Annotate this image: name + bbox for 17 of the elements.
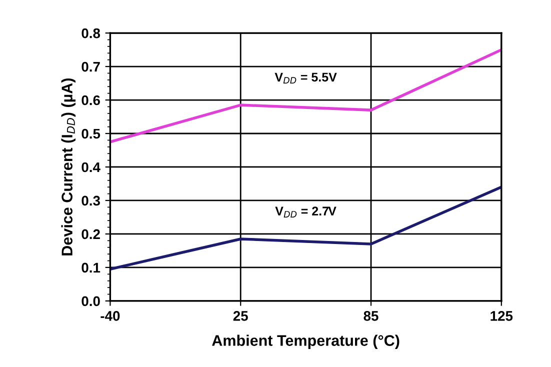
y-tick-label: 0.7 <box>82 62 100 72</box>
x-tick-label: -40 <box>100 311 120 321</box>
x-tick-label: 85 <box>364 311 378 321</box>
y-tick-label: 0.2 <box>82 229 100 240</box>
x-tick-label: 125 <box>490 311 513 321</box>
y-tick-label: 0.5 <box>82 128 100 139</box>
y-tick-label: 0.4 <box>82 162 100 172</box>
x-axis-title: Ambient Temperature (°C) <box>212 334 400 349</box>
series-label: V$_{DD}$ = 2.7V <box>275 206 336 218</box>
y-tick-label: 0.6 <box>82 95 100 106</box>
x-tick-label: 25 <box>233 311 248 321</box>
y-tick-label: 0.1 <box>82 262 100 273</box>
y-axis-title: Device Current (I$_{DD}$) (µA) <box>61 78 76 256</box>
y-tick-label: 0.3 <box>82 196 100 206</box>
y-tick-label: 0.0 <box>82 296 100 306</box>
series-label: V$_{DD}$ = 5.5V <box>274 72 337 84</box>
y-tick-label: 0.8 <box>82 28 100 38</box>
